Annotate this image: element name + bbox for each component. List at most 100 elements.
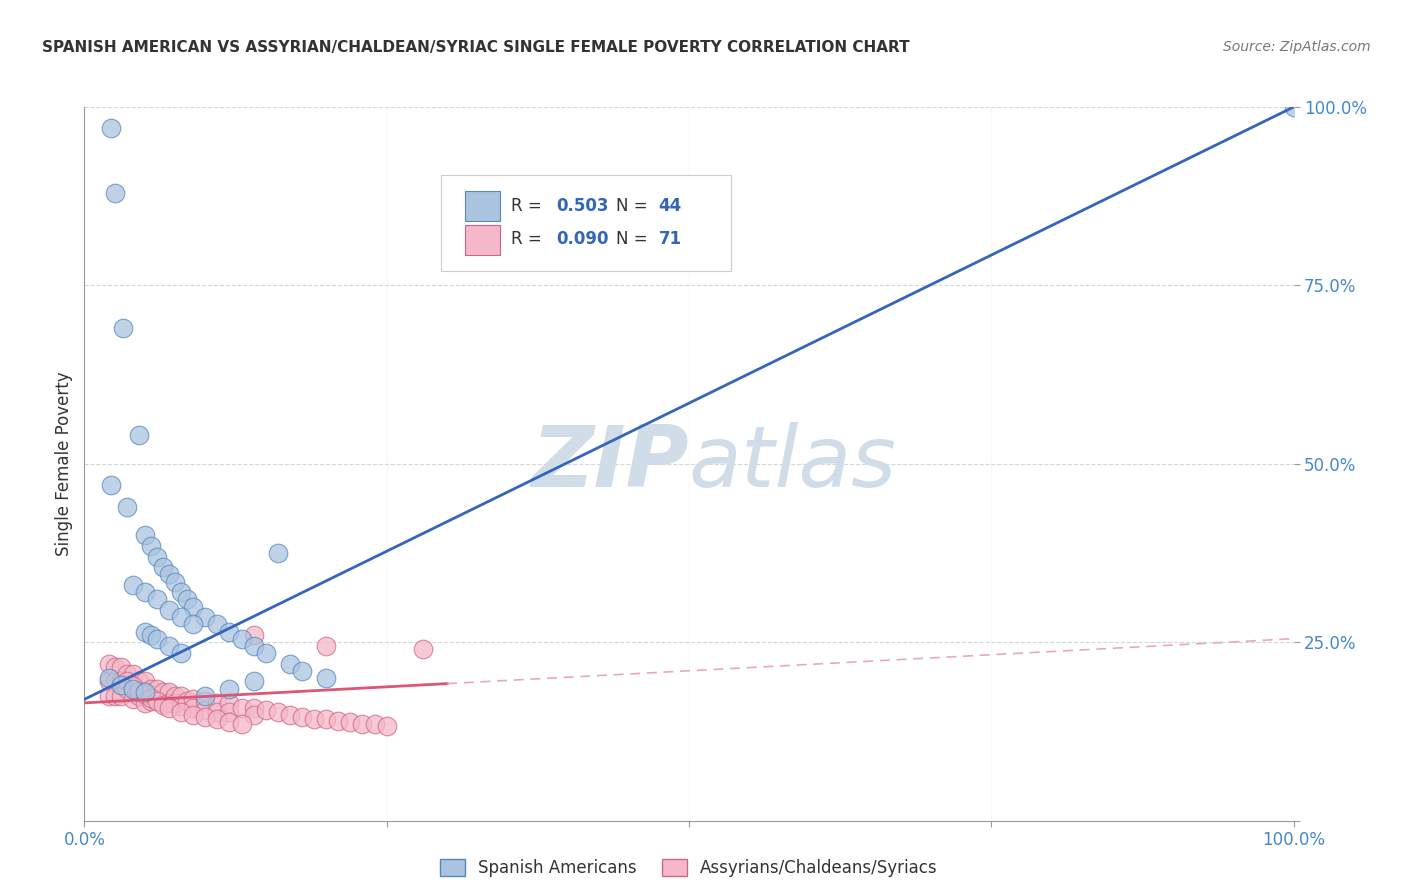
Point — [134, 624, 156, 639]
Point — [194, 689, 217, 703]
Point — [152, 698, 174, 712]
Point — [110, 660, 132, 674]
Point — [194, 710, 217, 724]
Text: Source: ZipAtlas.com: Source: ZipAtlas.com — [1223, 40, 1371, 54]
Text: 0.090: 0.090 — [555, 230, 609, 248]
Point — [176, 592, 198, 607]
Point — [112, 321, 135, 335]
Point — [128, 674, 150, 689]
Point — [170, 585, 193, 599]
Point — [134, 685, 156, 699]
Point — [181, 708, 204, 723]
Point — [115, 667, 138, 681]
Text: atlas: atlas — [689, 422, 897, 506]
Point — [363, 717, 385, 731]
Point — [218, 705, 240, 719]
Point — [412, 642, 434, 657]
Point — [375, 719, 398, 733]
Point — [128, 683, 150, 698]
Point — [1282, 100, 1305, 114]
Point — [134, 585, 156, 599]
Point — [207, 617, 229, 632]
Point — [291, 664, 314, 678]
Point — [302, 712, 325, 726]
Point — [121, 667, 143, 681]
Point — [218, 696, 240, 710]
Point — [146, 592, 169, 607]
Point — [242, 628, 264, 642]
Point — [97, 671, 120, 685]
Text: N =: N = — [616, 196, 654, 214]
Point — [242, 701, 264, 715]
Point — [170, 646, 193, 660]
Text: N =: N = — [616, 230, 654, 248]
Text: ZIP: ZIP — [531, 422, 689, 506]
FancyBboxPatch shape — [465, 225, 501, 255]
Text: 44: 44 — [658, 196, 682, 214]
Point — [315, 639, 337, 653]
Point — [291, 710, 314, 724]
Point — [181, 599, 204, 614]
Point — [176, 694, 198, 708]
Point — [267, 546, 290, 560]
Point — [134, 674, 156, 689]
Point — [254, 703, 277, 717]
Point — [121, 681, 143, 696]
Point — [110, 689, 132, 703]
Point — [170, 610, 193, 624]
Point — [231, 632, 253, 646]
Point — [152, 696, 174, 710]
Text: SPANISH AMERICAN VS ASSYRIAN/CHALDEAN/SYRIAC SINGLE FEMALE POVERTY CORRELATION C: SPANISH AMERICAN VS ASSYRIAN/CHALDEAN/SY… — [42, 40, 910, 55]
Y-axis label: Single Female Poverty: Single Female Poverty — [55, 372, 73, 556]
Point — [146, 681, 169, 696]
Point — [146, 694, 169, 708]
Point — [104, 660, 127, 674]
Legend: Spanish Americans, Assyrians/Chaldeans/Syriacs: Spanish Americans, Assyrians/Chaldeans/S… — [433, 852, 945, 884]
FancyBboxPatch shape — [441, 175, 731, 271]
Point — [121, 681, 143, 696]
Point — [194, 610, 217, 624]
Point — [115, 674, 138, 689]
Point — [97, 657, 120, 671]
Point — [134, 528, 156, 542]
Point — [100, 121, 122, 136]
Point — [157, 696, 180, 710]
Point — [157, 639, 180, 653]
Point — [152, 685, 174, 699]
Point — [104, 186, 127, 200]
Point — [163, 574, 186, 589]
Point — [134, 689, 156, 703]
Point — [110, 674, 132, 689]
Point — [134, 687, 156, 701]
Point — [207, 705, 229, 719]
Point — [110, 678, 132, 692]
Point — [170, 689, 193, 703]
Point — [139, 539, 162, 553]
Point — [181, 617, 204, 632]
Text: 71: 71 — [658, 230, 682, 248]
Point — [231, 717, 253, 731]
Point — [104, 674, 127, 689]
Point — [146, 549, 169, 564]
Point — [128, 428, 150, 442]
Point — [242, 639, 264, 653]
Point — [97, 674, 120, 689]
Point — [267, 705, 290, 719]
Point — [278, 657, 301, 671]
Point — [352, 717, 374, 731]
Point — [315, 671, 337, 685]
Point — [152, 560, 174, 574]
Point — [163, 689, 186, 703]
Point — [121, 578, 143, 592]
Point — [181, 701, 204, 715]
Point — [181, 692, 204, 706]
Text: R =: R = — [512, 230, 547, 248]
Point — [134, 696, 156, 710]
Point — [218, 681, 240, 696]
Point — [207, 696, 229, 710]
Point — [157, 603, 180, 617]
Text: R =: R = — [512, 196, 547, 214]
Point — [242, 674, 264, 689]
Point — [328, 714, 350, 728]
Point — [104, 689, 127, 703]
